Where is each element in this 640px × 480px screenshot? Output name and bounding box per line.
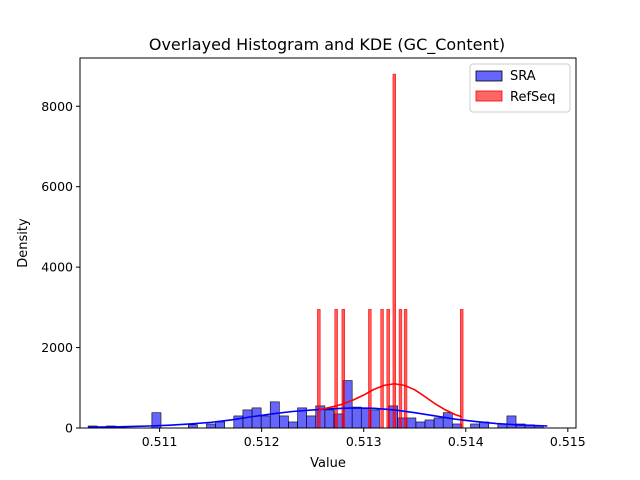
sra-bar: [452, 423, 462, 429]
sra-bar: [415, 421, 426, 429]
sra-bar: [206, 423, 216, 429]
y-tick-label: 6000: [41, 179, 73, 194]
sra-bar: [324, 409, 335, 429]
sra-bar: [288, 421, 298, 429]
legend-swatch-sra: [475, 70, 503, 82]
sra-bar: [251, 407, 262, 429]
sra-bar: [406, 417, 417, 429]
x-axis: 0.511 0.512 0.513 0.514 0.515: [142, 428, 586, 449]
x-tick-label: 0.514: [448, 434, 484, 449]
x-tick-label: 0.512: [244, 434, 280, 449]
y-tick-label: 2000: [41, 340, 73, 355]
sra-bar: [269, 401, 280, 429]
legend-label-refseq: RefSeq: [510, 90, 556, 105]
sra-bar: [306, 415, 317, 429]
sra-bar: [370, 409, 380, 429]
refseq-bar: [341, 309, 345, 429]
legend-swatch-refseq: [475, 90, 503, 102]
sra-bar: [433, 417, 444, 429]
y-tick-label: 0: [65, 421, 73, 436]
x-tick-label: 0.515: [550, 434, 586, 449]
y-axis: 0 2000 4000 6000 8000: [41, 99, 80, 436]
axes-frame: [79, 57, 577, 429]
refseq-bar: [368, 309, 372, 429]
sra-bar: [351, 406, 362, 429]
plot-area: [87, 73, 548, 429]
refseq-bar: [334, 309, 338, 429]
legend-label-sra: SRA: [510, 69, 536, 84]
x-tick-label: 0.511: [142, 434, 178, 449]
refseq-bar: [392, 73, 396, 429]
refseq-bar: [460, 309, 464, 429]
sra-bar: [279, 415, 289, 429]
sra-bar: [260, 415, 271, 429]
sra-bar: [242, 409, 253, 429]
y-axis-label: Density: [16, 218, 31, 268]
sra-bar: [470, 423, 480, 429]
sra-bar: [424, 419, 435, 429]
sra-bar: [506, 415, 517, 429]
refseq-kde-line: [318, 382, 462, 418]
sra-bar: [215, 421, 226, 429]
y-tick-label: 8000: [41, 99, 73, 114]
legend: SRA RefSeq: [469, 63, 571, 113]
x-axis-label: Value: [310, 456, 346, 471]
chart-title: Overlayed Histogram and KDE (GC_Content): [149, 35, 505, 55]
y-tick-label: 4000: [41, 260, 73, 275]
sra-bar: [442, 412, 453, 429]
refseq-bar: [380, 309, 384, 429]
refseq-bar: [403, 309, 408, 429]
x-tick-label: 0.513: [346, 434, 382, 449]
